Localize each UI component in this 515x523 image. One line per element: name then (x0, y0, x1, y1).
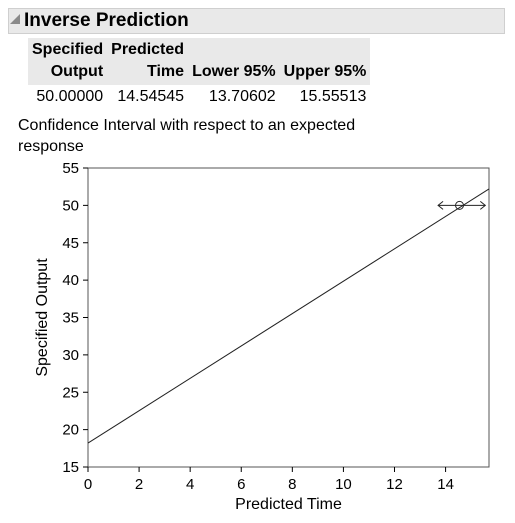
y-tick-label: 20 (62, 422, 79, 439)
confidence-interval-caption: Confidence Interval with respect to an e… (18, 117, 356, 155)
x-tick-label: 14 (437, 476, 454, 493)
column-header-specified-output: Specified Output (28, 38, 108, 85)
table-header-row: Specified Output Predicted Time Lower 95… (28, 38, 371, 85)
y-axis-label: Specified Output (34, 258, 51, 377)
cell-predicted-time: 14.54545 (117, 88, 185, 105)
x-tick-label: 6 (237, 476, 245, 493)
x-tick-label: 4 (186, 476, 194, 493)
inverse-prediction-header[interactable]: Inverse Prediction (8, 8, 505, 34)
inverse-prediction-table: Specified Output Predicted Time Lower 95… (28, 38, 371, 109)
y-tick-label: 55 (62, 160, 79, 177)
x-axis-label: Predicted Time (235, 496, 342, 513)
plot-frame (87, 167, 490, 468)
y-tick-label: 15 (62, 459, 79, 476)
table-row: 50.00000 14.54545 13.70602 15.55513 (28, 85, 370, 109)
x-tick-label: 12 (386, 476, 403, 493)
cell-lower-95: 13.70602 (208, 88, 276, 105)
x-tick-label: 10 (335, 476, 352, 493)
x-tick-label: 0 (84, 476, 92, 493)
disclosure-triangle-icon[interactable] (10, 14, 20, 24)
section-title: Inverse Prediction (24, 10, 189, 31)
y-tick-label: 50 (62, 197, 79, 214)
cell-upper-95: 15.55513 (299, 88, 367, 105)
y-tick-label: 25 (62, 384, 79, 401)
column-header-lower-95: Lower 95% (188, 38, 280, 85)
interval-left-arrow-icon (437, 200, 444, 210)
y-tick-label: 35 (62, 310, 79, 327)
cell-specified-output: 50.00000 (36, 88, 104, 105)
fit-line (87, 188, 490, 444)
column-header-upper-95: Upper 95% (279, 38, 371, 85)
column-header-predicted-time: Predicted Time (107, 38, 189, 85)
x-tick-label: 2 (135, 476, 143, 493)
y-tick-label: 45 (62, 235, 79, 252)
interval-right-arrow-icon (479, 200, 487, 210)
y-tick-label: 30 (62, 347, 79, 364)
predicted-point-marker (455, 200, 465, 210)
x-tick-label: 8 (288, 476, 296, 493)
y-tick-label: 40 (62, 272, 79, 289)
